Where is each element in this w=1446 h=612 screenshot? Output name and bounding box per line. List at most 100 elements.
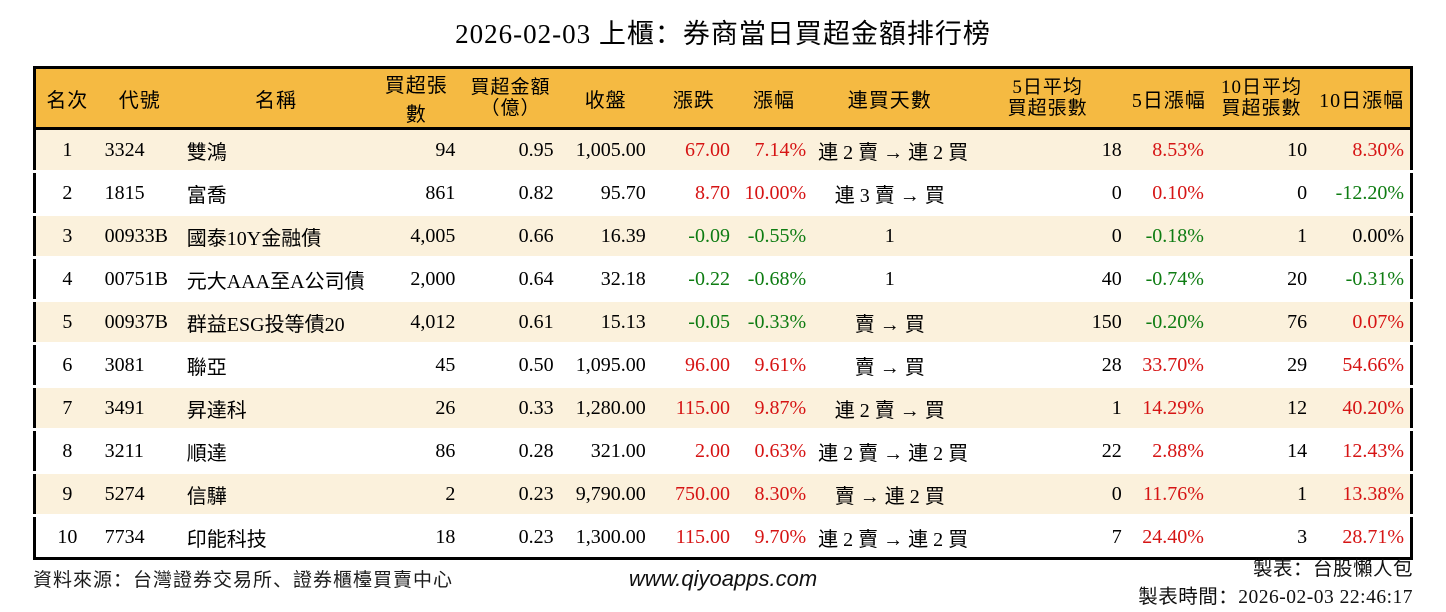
- cell-avg5: 7: [967, 514, 1128, 559]
- cell-code: 3324: [98, 127, 181, 172]
- cell-change: -0.22: [651, 256, 736, 301]
- cell-avg5: 150: [967, 299, 1128, 344]
- cell-avg10: 76: [1209, 299, 1314, 344]
- cell-avg5: 1: [967, 385, 1128, 430]
- cell-code: 3491: [98, 385, 181, 430]
- cell-amount: 0.82: [461, 170, 560, 215]
- cell-amount: 0.23: [461, 471, 560, 516]
- cell-change: 2.00: [651, 428, 736, 473]
- cell-vol: 45: [371, 342, 462, 387]
- footer: 資料來源：台灣證券交易所、證券櫃檯買賣中心 www.qiyoapps.com 製…: [33, 556, 1413, 612]
- header-cell-avg10: 10日平均 買超張數: [1209, 67, 1314, 129]
- cell-amount: 0.23: [461, 514, 560, 559]
- cell-amount: 0.66: [461, 213, 560, 258]
- cell-name: 元大AAA至A公司債: [180, 256, 372, 301]
- cell-close: 16.39: [559, 213, 652, 258]
- cell-vol: 4,012: [371, 299, 462, 344]
- cell-vol: 861: [371, 170, 462, 215]
- cell-amount: 0.61: [461, 299, 560, 344]
- cell-code: 3081: [98, 342, 181, 387]
- cell-vol: 4,005: [371, 213, 462, 258]
- cell-rank: 7: [34, 385, 99, 430]
- header-cell-close: 收盤: [559, 67, 652, 129]
- cell-pct10: 12.43%: [1313, 428, 1412, 473]
- cell-avg10: 29: [1209, 342, 1314, 387]
- cell-consec: 連 2 賣 → 連 2 買: [812, 428, 968, 473]
- cell-pct5: -0.74%: [1127, 256, 1210, 301]
- header-cell-avg10-line2: 買超張數: [1221, 98, 1302, 119]
- data-source-note: 資料來源：台灣證券交易所、證券櫃檯買賣中心: [33, 570, 454, 591]
- cell-consec: 連 2 賣 → 買: [812, 385, 968, 430]
- cell-consec: 賣 → 買: [812, 342, 968, 387]
- cell-pct: 0.63%: [735, 428, 813, 473]
- cell-change: 67.00: [651, 127, 736, 172]
- cell-avg10: 14: [1209, 428, 1314, 473]
- cell-rank: 3: [34, 213, 99, 258]
- cell-pct10: 28.71%: [1313, 514, 1412, 559]
- cell-pct: -0.55%: [735, 213, 813, 258]
- cell-amount: 0.28: [461, 428, 560, 473]
- cell-avg10: 1: [1209, 213, 1314, 258]
- cell-avg5: 0: [967, 170, 1128, 215]
- cell-rank: 9: [34, 471, 99, 516]
- cell-change: 8.70: [651, 170, 736, 215]
- credit-block: 製表：台股懶人包 製表時間：2026-02-03 22:46:17: [1138, 556, 1413, 611]
- cell-avg5: 18: [967, 127, 1128, 172]
- cell-pct5: 11.76%: [1127, 471, 1210, 516]
- cell-pct: 7.14%: [735, 127, 813, 172]
- cell-avg5: 0: [967, 471, 1128, 516]
- header-cell-change: 漲跌: [651, 67, 736, 129]
- header-cell-consec: 連買天數: [812, 67, 968, 129]
- cell-pct: 8.30%: [735, 471, 813, 516]
- cell-amount: 0.64: [461, 256, 560, 301]
- cell-pct10: 8.30%: [1313, 127, 1412, 172]
- cell-consec: 1: [812, 256, 968, 301]
- cell-change: 96.00: [651, 342, 736, 387]
- cell-avg10: 1: [1209, 471, 1314, 516]
- header-cell-pct5: 5日漲幅: [1127, 67, 1210, 129]
- cell-name: 印能科技: [180, 514, 372, 559]
- table-row: 10 7734 印能科技 18 0.23 1,300.00 115.00 9.70% 連 2 賣…: [34, 514, 1412, 559]
- cell-name: 信驊: [180, 471, 372, 516]
- cell-avg10: 10: [1209, 127, 1314, 172]
- table-body: 1 3324 雙鴻 94 0.95 1,005.00 67.00 7.14% 連 2 賣 → 連…: [34, 127, 1412, 559]
- header-cell-name: 名稱: [180, 67, 372, 129]
- cell-consec: 賣 → 買: [812, 299, 968, 344]
- cell-pct10: 0.00%: [1313, 213, 1412, 258]
- cell-pct10: -12.20%: [1313, 170, 1412, 215]
- table-row: 7 3491 昇達科 26 0.33 1,280.00 115.00 9.87% 連 2 賣 →…: [34, 385, 1412, 430]
- cell-consec: 賣 → 連 2 買: [812, 471, 968, 516]
- header-cell-pct10: 10日漲幅: [1313, 67, 1412, 129]
- cell-change: -0.09: [651, 213, 736, 258]
- cell-name: 順達: [180, 428, 372, 473]
- cell-vol: 26: [371, 385, 462, 430]
- table-row: 1 3324 雙鴻 94 0.95 1,005.00 67.00 7.14% 連 2 賣 → 連…: [34, 127, 1412, 172]
- cell-rank: 8: [34, 428, 99, 473]
- cell-rank: 2: [34, 170, 99, 215]
- cell-pct5: -0.18%: [1127, 213, 1210, 258]
- cell-close: 321.00: [559, 428, 652, 473]
- cell-pct: -0.68%: [735, 256, 813, 301]
- cell-pct: 9.70%: [735, 514, 813, 559]
- cell-avg5: 28: [967, 342, 1128, 387]
- cell-close: 1,300.00: [559, 514, 652, 559]
- cell-code: 00937B: [98, 299, 181, 344]
- header-cell-rank: 名次: [34, 67, 99, 129]
- cell-pct10: -0.31%: [1313, 256, 1412, 301]
- cell-code: 00751B: [98, 256, 181, 301]
- made-by: 製表：台股懶人包: [1252, 559, 1413, 580]
- cell-consec: 連 3 賣 → 買: [812, 170, 968, 215]
- cell-pct10: 0.07%: [1313, 299, 1412, 344]
- cell-close: 1,280.00: [559, 385, 652, 430]
- cell-close: 9,790.00: [559, 471, 652, 516]
- table-row: 8 3211 順達 86 0.28 321.00 2.00 0.63% 連 2 賣 → 連 2 …: [34, 428, 1412, 473]
- cell-rank: 10: [34, 514, 99, 559]
- cell-vol: 2,000: [371, 256, 462, 301]
- cell-pct5: -0.20%: [1127, 299, 1210, 344]
- cell-name: 群益ESG投等債20: [180, 299, 372, 344]
- cell-pct5: 14.29%: [1127, 385, 1210, 430]
- cell-change: 750.00: [651, 471, 736, 516]
- cell-avg10: 20: [1209, 256, 1314, 301]
- cell-name: 雙鴻: [180, 127, 372, 172]
